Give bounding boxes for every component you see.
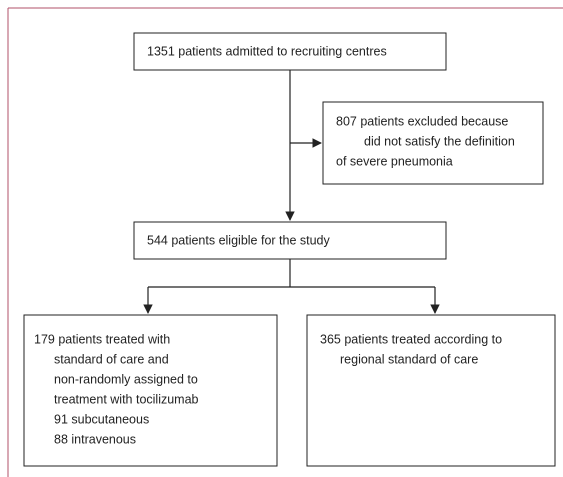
node-box [322, 101, 544, 185]
node-box [133, 32, 447, 71]
node-text: 88 intravenous [54, 432, 136, 446]
node-text: treatment with tocilizumab [54, 392, 199, 406]
node-text: of severe pneumonia [336, 154, 453, 168]
node-box [23, 314, 278, 467]
node-text: 807 patients excluded because [336, 114, 508, 128]
node-text: regional standard of care [340, 352, 478, 366]
node-text: 1351 patients admitted to recruiting cen… [147, 44, 387, 58]
node-text: did not satisfy the definition [364, 134, 515, 148]
node-box [306, 314, 556, 467]
node-text: non-randomly assigned to [54, 372, 198, 386]
node-text: 91 subcutaneous [54, 412, 149, 426]
node-text: 544 patients eligible for the study [147, 233, 331, 247]
node-text: standard of care and [54, 352, 169, 366]
node-box [133, 221, 447, 260]
node-text: 365 patients treated according to [320, 332, 502, 346]
node-text: 179 patients treated with [34, 332, 170, 346]
